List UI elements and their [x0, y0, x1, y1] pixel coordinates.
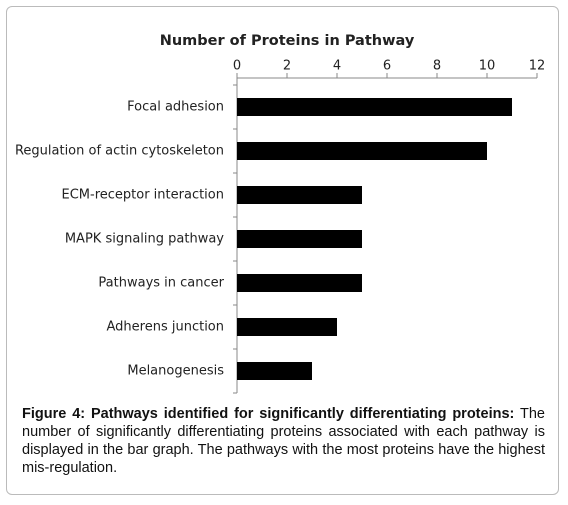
bar [237, 186, 362, 204]
x-tick-label: 4 [333, 59, 341, 74]
x-tick-label: 8 [433, 59, 441, 74]
bar [237, 274, 362, 292]
chart-title: Number of Proteins in Pathway [160, 33, 415, 49]
caption-title: Figure 4: Pathways identified for signif… [22, 406, 515, 422]
bar [237, 362, 312, 380]
bar [237, 142, 487, 160]
caption: Figure 4: Pathways identified for signif… [22, 405, 545, 477]
y-tick-label: Melanogenesis [127, 364, 224, 379]
y-tick-label: Focal adhesion [127, 100, 224, 115]
chart: Number of Proteins in Pathway 0 2 4 6 8 10 12 F… [15, 33, 546, 394]
y-tick-label: ECM-receptor interaction [62, 188, 225, 203]
x-tick-label: 6 [383, 59, 391, 74]
bar [237, 98, 512, 116]
y-tick-label: MAPK signaling pathway [65, 232, 224, 247]
x-tick-label: 0 [233, 59, 241, 74]
y-tick-label: Regulation of actin cytoskeleton [15, 144, 224, 159]
x-tick-label: 2 [283, 59, 291, 74]
y-tick-label: Adherens junction [107, 320, 225, 335]
bar [237, 230, 362, 248]
x-tick-label: 12 [529, 59, 546, 74]
caption-text: The number of significantly differentiat… [22, 406, 545, 476]
x-tick-label: 10 [479, 59, 496, 74]
figure-frame [6, 6, 559, 495]
y-tick-label: Pathways in cancer [98, 276, 224, 291]
bar [237, 318, 337, 336]
